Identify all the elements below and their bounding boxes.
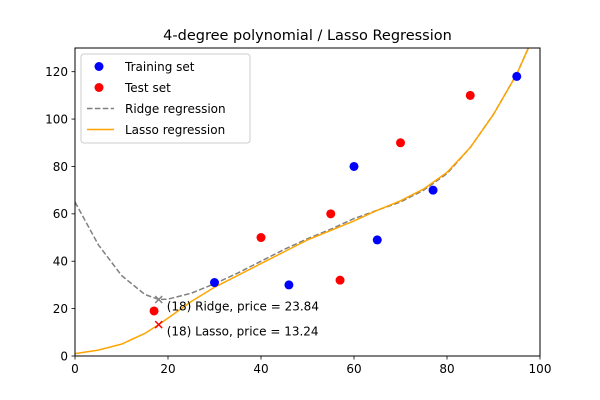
training-set-point	[210, 278, 219, 288]
y-tick-label: 80	[53, 160, 68, 174]
y-tick-label: 40	[53, 255, 68, 269]
test-set-point	[149, 306, 159, 316]
annotations: (18) Ridge, price = 23.84 (18) Lasso, pri…	[154, 295, 319, 339]
y-tick-label: 0	[60, 349, 68, 363]
plot-clip-group	[75, 48, 530, 355]
x-tick-label: 100	[529, 362, 552, 376]
x-tick-label: 80	[439, 362, 454, 376]
y-tick-label: 20	[53, 302, 68, 316]
legend-box	[80, 53, 251, 144]
annotation-lasso-regression: (18) Lasso, price = 13.24	[154, 320, 319, 339]
legend-label: Test set	[124, 81, 171, 95]
annotation-marker	[154, 320, 163, 329]
legend-label: Training set	[124, 60, 195, 74]
legend-item-training-set: Training set	[94, 60, 195, 74]
plot-area	[75, 48, 530, 355]
legend-item-ridge-regression: Ridge regression	[87, 102, 226, 116]
test-set-point	[465, 90, 475, 100]
lasso-regression-line	[75, 48, 530, 355]
legend-item-lasso-regression: Lasso regression	[87, 123, 225, 137]
training-set-point	[284, 280, 294, 290]
chart-title: 4-degree polynomial / Lasso Regression	[163, 28, 452, 44]
training-set-point	[372, 235, 382, 245]
test-set-point	[396, 138, 405, 148]
annotation-ridge-regression: (18) Ridge, price = 23.84	[154, 295, 319, 314]
training-set-point	[349, 161, 359, 171]
legend-item-test-set: Test set	[94, 81, 171, 95]
legend-swatch	[94, 83, 104, 92]
training-set-point	[428, 185, 438, 195]
x-tick-label: 0	[71, 362, 79, 376]
x-tick-label: 40	[253, 362, 268, 376]
x-tick-label: 60	[346, 362, 361, 376]
plot-frame	[74, 47, 541, 357]
legend-label: Ridge regression	[125, 102, 226, 116]
test-set-point	[326, 209, 336, 219]
test-set-point	[335, 275, 345, 285]
y-tick-label: 60	[53, 207, 68, 221]
legend-label: Lasso regression	[125, 123, 225, 137]
y-tick-label: 120	[45, 65, 68, 79]
annotation-marker	[154, 295, 163, 304]
y-tick-label: 100	[45, 112, 68, 126]
legend: Training set Test set Ridge regression Lass…	[80, 53, 251, 144]
axes: 0 20 40 60 80 100 0 20 40 60 80 100 120	[45, 65, 551, 376]
annotation-label: (18) Lasso, price = 13.24	[167, 325, 319, 339]
annotation-label: (18) Ridge, price = 23.84	[167, 300, 319, 314]
x-tick-label: 20	[160, 362, 175, 376]
legend-swatch	[94, 62, 104, 71]
training-set-point	[512, 71, 522, 81]
ridge-regression-line	[75, 48, 530, 301]
test-set-point	[256, 233, 266, 243]
